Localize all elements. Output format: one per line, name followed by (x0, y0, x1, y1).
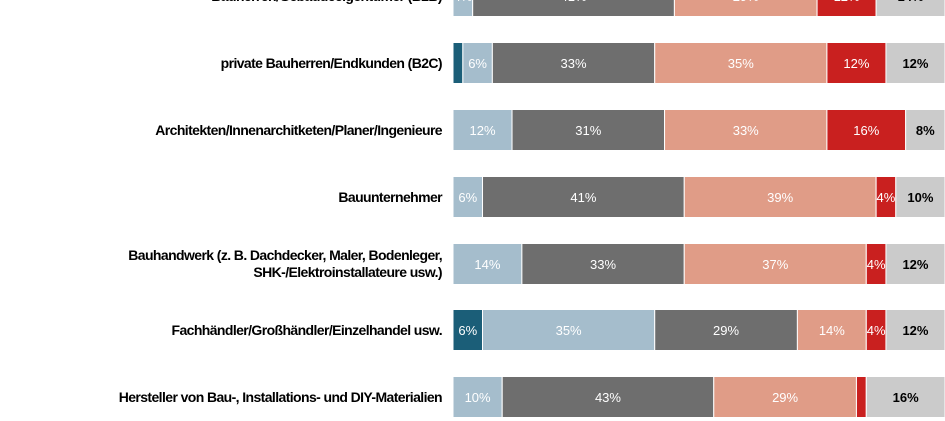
data-label: 12% (902, 257, 928, 272)
data-label: 8% (916, 123, 935, 138)
data-label: 41% (561, 0, 587, 4)
data-label: 41% (570, 190, 596, 205)
data-label: 35% (728, 56, 754, 71)
data-label: 12% (843, 56, 869, 71)
bar-segment-segment-6 (885, 243, 945, 285)
category-label: Architekten/Innenarchitketen/Planer/Inge… (155, 121, 442, 138)
data-label: 33% (590, 257, 616, 272)
bar-segment-segment-6 (885, 42, 945, 84)
data-label: 29% (713, 323, 739, 338)
bar-segment-segment-4 (796, 309, 867, 351)
category-label: Fachhändler/Großhändler/Einzelhandel usw… (171, 321, 443, 338)
bar-segment-segment-5 (816, 0, 877, 17)
bar-segment-segment-2 (452, 0, 474, 17)
bar-segment-segment-4 (664, 109, 828, 151)
bar-segment-segment-5 (826, 42, 887, 84)
bar-segment-segment-4 (654, 42, 828, 84)
data-label: 35% (556, 323, 582, 338)
category-label: Bauherren/Gebäudeeigentümer (B2B) (211, 0, 442, 5)
bar-segment-segment-4 (683, 243, 867, 285)
data-label: 10% (465, 390, 491, 405)
bar-segment-segment-3 (521, 243, 685, 285)
category-label: Bauhandwerk (z. B. Dachdecker, Maler, Bo… (128, 247, 442, 280)
bar-segment-segment-1 (452, 309, 484, 351)
data-label: 16% (893, 390, 919, 405)
bar-segment-segment-5 (855, 376, 867, 418)
bar-segment-segment-6 (895, 176, 945, 218)
bar-segment-segment-2 (452, 109, 513, 151)
bar-segment-segment-2 (452, 243, 523, 285)
category-label: Bauunternehmer (338, 188, 442, 205)
data-label: 16% (853, 123, 879, 138)
data-label: 43% (595, 390, 621, 405)
data-label: 4% (877, 190, 896, 205)
data-label: 4% (867, 257, 886, 272)
data-label: 39% (767, 190, 793, 205)
data-label: 4% (867, 323, 886, 338)
data-label: 6% (458, 323, 477, 338)
bar-segment-segment-6 (875, 0, 945, 17)
data-label: 29% (772, 390, 798, 405)
bar-segment-segment-4 (673, 0, 818, 17)
bar-segment-segment-6 (865, 376, 945, 418)
data-label: 6% (458, 190, 477, 205)
data-label: 4% (453, 0, 472, 4)
bar-segment-segment-3 (482, 176, 685, 218)
bar-segment-segment-3 (501, 376, 715, 418)
data-label: 12% (902, 56, 928, 71)
data-label: 29% (733, 0, 759, 4)
bar-segment-segment-6 (885, 309, 945, 351)
data-label: 14% (819, 323, 845, 338)
data-label: 14% (474, 257, 500, 272)
data-label: 12% (470, 123, 496, 138)
data-label: 31% (575, 123, 601, 138)
data-label: 12% (902, 323, 928, 338)
category-label: Hersteller von Bau-, Installations- und … (118, 388, 443, 405)
data-label: 12% (834, 0, 860, 4)
bar-segment-segment-3 (511, 109, 666, 151)
data-label: 6% (468, 56, 487, 71)
bar-segment-segment-6 (905, 109, 945, 151)
bar-segment-segment-3 (472, 0, 675, 17)
category-label: private Bauherren/Endkunden (B2C) (220, 54, 443, 71)
data-label: 14% (898, 0, 924, 4)
bar-segment-segment-3 (491, 42, 656, 84)
bar-segment-segment-1 (452, 42, 464, 84)
data-label: 37% (762, 257, 788, 272)
data-label: 10% (907, 190, 933, 205)
data-label: 33% (561, 56, 587, 71)
bar-segment-segment-2 (462, 42, 493, 84)
bar-segment-segment-2 (482, 309, 656, 351)
data-label: 33% (733, 123, 759, 138)
